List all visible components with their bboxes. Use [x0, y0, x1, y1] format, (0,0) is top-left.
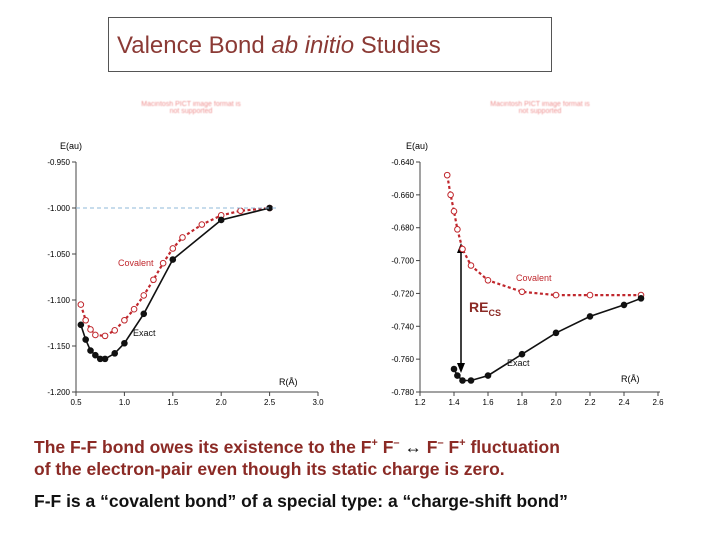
- caption-line-1: The F-F bond owes its existence to the F…: [34, 436, 560, 479]
- chart-canvas: E(au) R(Å) E(au) R(Å) Covalent Exact Cov…: [47, 141, 664, 407]
- left-ytick-label: -0.950: [47, 158, 70, 167]
- left-covalent-point: [140, 292, 148, 299]
- right-ytick-label: -0.780: [391, 388, 414, 397]
- right-covalent-point: [484, 276, 492, 284]
- caption-line-2: of the electron-pair even though its sta…: [34, 458, 505, 479]
- page-title: Valence Bond ab initio Studies: [117, 32, 441, 59]
- right-exact-point: [620, 301, 628, 309]
- right-xtick-label: 1.6: [482, 398, 494, 407]
- left-exact-point: [121, 339, 128, 347]
- left-covalent-point: [82, 316, 89, 324]
- right-covalent-point: [450, 207, 458, 215]
- left-exact-line: [80, 207, 270, 360]
- right-covalent-point: [586, 291, 594, 299]
- title-box: Valence Bond ab initio Studies: [108, 17, 552, 72]
- caption-line-3: F-F is a “covalent bond” of a special ty…: [34, 491, 568, 511]
- left-xtick-label: 2.5: [264, 398, 276, 407]
- right-ytick-label: -0.760: [391, 355, 414, 364]
- left-covalent-point: [179, 234, 186, 241]
- right-exact-point: [454, 372, 461, 379]
- right-ytick-label: -0.640: [391, 158, 414, 167]
- left-ylabel: E(au): [60, 141, 82, 151]
- left-covalent-point: [87, 326, 94, 333]
- left-exact-point: [92, 351, 99, 359]
- left-covalent-point: [121, 316, 128, 324]
- right-xtick-label: 2.0: [550, 398, 562, 407]
- left-ytick-label: -1.050: [47, 250, 70, 259]
- left-covalent-label: Covalent: [118, 258, 154, 268]
- left-covalent-point: [198, 221, 206, 228]
- left-covalent-point: [101, 332, 109, 340]
- right-exact-point: [552, 329, 560, 337]
- right-ylabel: E(au): [406, 141, 428, 151]
- right-exact-line: [453, 297, 642, 382]
- right-exact-point: [467, 377, 475, 384]
- left-exact-point: [169, 256, 177, 263]
- left-exact-point: [77, 321, 85, 329]
- left-xtick-label: 0.5: [70, 398, 82, 407]
- right-covalent-point: [459, 245, 466, 253]
- right-exact-point: [518, 350, 526, 358]
- right-ytick-label: -0.720: [391, 289, 414, 298]
- left-ytick-label: -1.200: [47, 388, 70, 397]
- left-exact-point: [101, 355, 109, 363]
- right-xtick-label: 1.4: [448, 398, 460, 407]
- right-exact-point: [586, 313, 594, 320]
- left-exact-label: Exact: [133, 328, 156, 338]
- left-ticks: 0.5 1.0 1.5 2.0 2.5 3.0 -0.950 -1.000 -1.050 -1.1…: [47, 158, 324, 407]
- right-covalent-point: [552, 291, 560, 299]
- left-ytick-label: -1.000: [47, 204, 70, 213]
- right-covalent-label: Covalent: [516, 273, 552, 283]
- chart-marks: [77, 171, 645, 384]
- recs-arrow-head-bottom: [457, 363, 465, 373]
- right-covalent-point: [518, 288, 526, 296]
- right-ticks: 1.2 1.4 1.6 1.8 2.0 2.2 2.4 2.6 -0.640 -0.660 -0.6…: [391, 158, 664, 407]
- right-covalent-point: [467, 262, 475, 269]
- left-exact-point: [111, 350, 119, 357]
- left-xtick-label: 2.0: [216, 398, 228, 407]
- left-exact-point: [87, 347, 94, 354]
- right-xtick-label: 2.2: [584, 398, 596, 407]
- left-xtick-label: 1.5: [167, 398, 179, 407]
- left-covalent-line: [79, 206, 270, 338]
- left-covalent-point: [111, 327, 119, 334]
- right-xlabel: R(Å): [621, 374, 640, 384]
- left-ytick-label: -1.150: [47, 342, 70, 351]
- recs-label: RECS: [469, 299, 501, 318]
- left-covalent-point: [237, 207, 244, 215]
- left-xtick-label: 1.0: [119, 398, 131, 407]
- right-covalent-point: [447, 191, 454, 199]
- pict-placeholder-logo-left: Macintosh PICT image format is not suppo…: [141, 101, 241, 115]
- left-exact-point: [217, 216, 225, 224]
- right-exact-label: Exact: [507, 358, 530, 368]
- right-xtick-label: 1.8: [516, 398, 528, 407]
- right-covalent-point: [443, 171, 451, 179]
- right-exact-point: [637, 295, 645, 302]
- right-xtick-label: 1.2: [414, 398, 426, 407]
- right-ytick-label: -0.680: [391, 224, 414, 233]
- left-covalent-point: [92, 331, 99, 339]
- right-xtick-label: 2.6: [652, 398, 664, 407]
- left-xlabel: R(Å): [279, 377, 298, 387]
- left-exact-point: [82, 336, 89, 343]
- left-covalent-point: [169, 245, 177, 252]
- right-exact-point: [484, 372, 492, 379]
- right-ytick-label: -0.700: [391, 257, 414, 266]
- right-ytick-label: -0.740: [391, 322, 414, 331]
- pict-placeholder-logo-right: Macintosh PICT image format is not suppo…: [490, 101, 590, 115]
- left-xtick-label: 3.0: [312, 398, 324, 407]
- left-ytick-label: -1.100: [47, 296, 70, 305]
- left-covalent-point: [130, 305, 138, 313]
- left-covalent-point: [159, 259, 167, 267]
- right-ytick-label: -0.660: [391, 191, 414, 200]
- right-xtick-label: 2.4: [618, 398, 630, 407]
- left-covalent-point: [150, 276, 157, 284]
- left-exact-point: [140, 310, 148, 318]
- right-covalent-point: [454, 226, 461, 233]
- right-exact-point: [459, 377, 466, 384]
- left-covalent-point: [77, 301, 85, 308]
- right-exact-point: [450, 365, 458, 373]
